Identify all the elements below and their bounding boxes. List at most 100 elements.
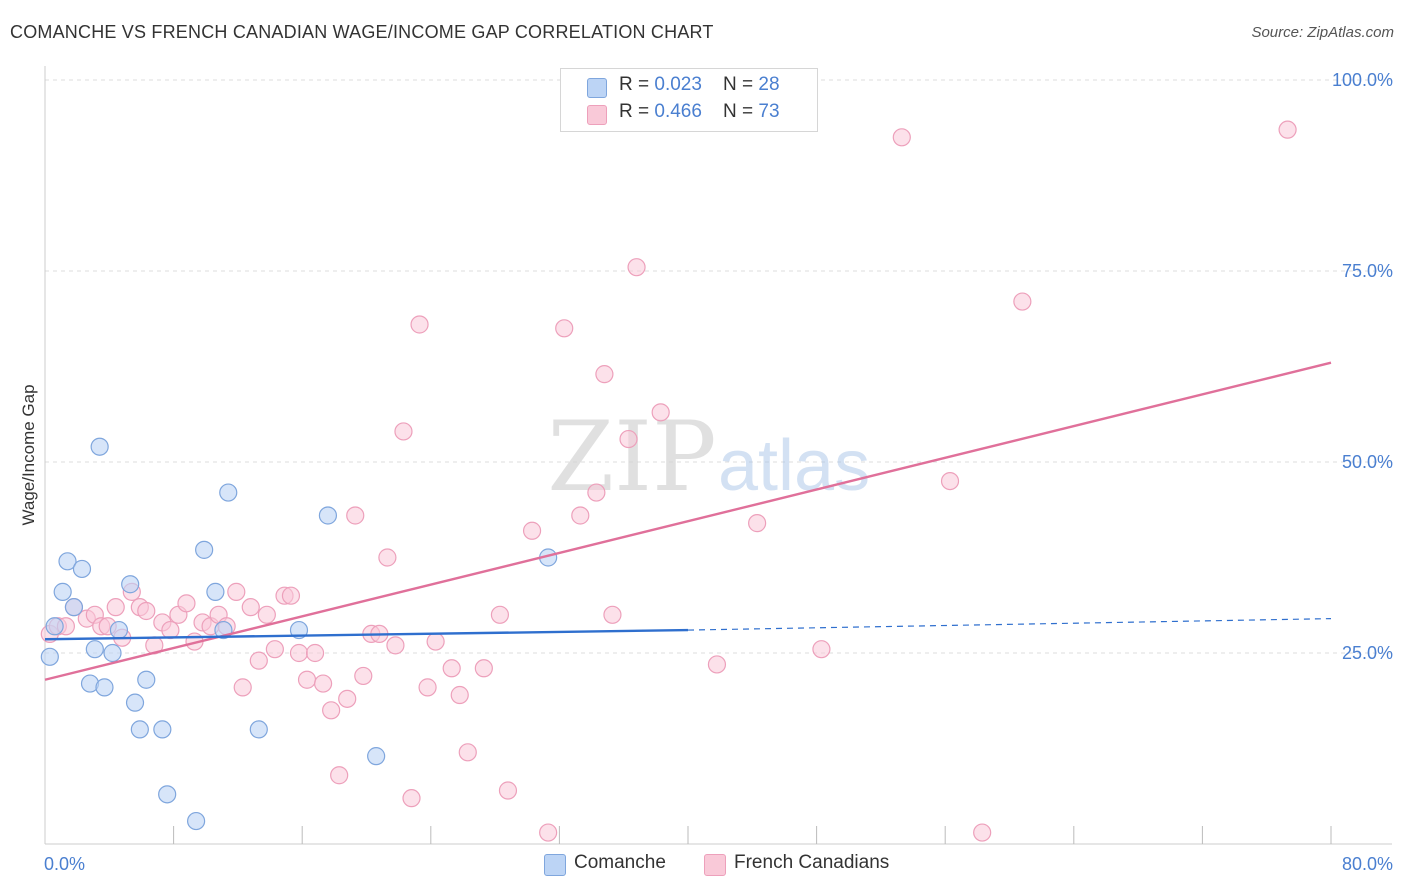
data-point-french-canadians — [587, 483, 606, 502]
data-point-comanche — [109, 620, 129, 640]
data-point-french-canadians — [627, 258, 646, 277]
data-point-french-canadians — [249, 651, 268, 670]
data-point-french-canadians — [289, 643, 309, 663]
data-point-french-canadians — [426, 632, 445, 651]
data-point-french-canadians — [386, 636, 405, 655]
data-point-french-canadians — [402, 789, 421, 808]
data-point-french-canadians — [498, 781, 518, 800]
series-comanche — [40, 437, 558, 831]
data-point-french-canadians — [418, 678, 437, 697]
data-point-comanche — [103, 643, 122, 663]
y-tick-label: 100.0% — [1332, 70, 1393, 90]
data-point-comanche — [219, 483, 238, 502]
data-point-french-canadians — [297, 670, 317, 689]
stat-r-label: R = — [619, 101, 655, 122]
data-point-french-canadians — [338, 689, 357, 708]
legend-label: French Canadians — [734, 852, 890, 873]
data-point-comanche — [153, 720, 172, 739]
comanche-swatch — [587, 78, 607, 98]
data-point-comanche — [367, 747, 386, 766]
data-point-comanche — [289, 620, 309, 640]
data-point-french-canadians — [305, 643, 325, 663]
axes — [44, 66, 1392, 845]
data-point-french-canadians — [812, 640, 831, 659]
data-point-comanche — [95, 678, 114, 697]
x-tick-label: 80.0% — [1342, 854, 1393, 874]
data-point-french-canadians — [748, 514, 767, 533]
data-point-french-canadians — [651, 403, 670, 422]
data-point-comanche — [40, 647, 59, 666]
data-point-french-canadians — [1013, 292, 1032, 311]
data-point-comanche — [187, 811, 206, 831]
data-point-comanche — [85, 640, 104, 659]
data-point-french-canadians — [233, 678, 252, 697]
data-point-french-canadians — [330, 766, 349, 785]
data-point-comanche — [72, 559, 92, 579]
watermark: ZIP atlas — [547, 401, 870, 513]
data-point-french-canadians — [973, 823, 992, 842]
data-point-comanche — [121, 575, 140, 594]
data-point-french-canadians — [410, 315, 429, 334]
data-point-comanche — [45, 617, 64, 636]
data-point-french-canadians — [281, 586, 301, 605]
data-point-french-canadians — [346, 506, 365, 525]
stat-n-label: N = — [723, 101, 759, 122]
data-point-french-canadians — [595, 365, 614, 384]
data-point-french-canadians — [394, 422, 413, 441]
y-tick-label: 75.0% — [1342, 261, 1393, 281]
watermark-atlas: atlas — [718, 426, 870, 506]
data-point-french-canadians — [257, 605, 276, 624]
data-point-french-canadians — [177, 594, 196, 613]
data-point-french-canadians — [241, 598, 260, 617]
trend-line-comanche — [44, 628, 689, 641]
data-point-french-canadians — [106, 598, 125, 617]
grid-lines — [45, 79, 1392, 654]
data-point-french-canadians — [1278, 120, 1297, 139]
data-point-french-canadians — [619, 429, 638, 449]
data-point-french-canadians — [161, 620, 180, 640]
data-point-french-canadians — [539, 823, 558, 842]
data-point-french-canadians — [490, 605, 510, 624]
stat-r-value: 0.023 — [654, 74, 702, 95]
data-point-french-canadians — [265, 640, 284, 659]
stats-box: R = 0.023 N = 28 R = 0.466 N = 73 — [560, 68, 818, 132]
data-point-french-canadians — [227, 582, 246, 601]
data-point-french-canadians — [571, 506, 590, 525]
data-point-french-canadians — [450, 685, 469, 705]
data-point-comanche — [206, 582, 225, 601]
data-point-french-canadians — [555, 319, 574, 338]
comanche-legend-swatch — [544, 854, 566, 876]
data-point-french-canadians — [522, 521, 542, 540]
data-point-comanche — [90, 437, 109, 456]
data-point-comanche — [130, 720, 149, 739]
data-point-comanche — [64, 598, 84, 617]
stat-r-value: 0.466 — [654, 101, 702, 122]
y-tick-label: 50.0% — [1342, 452, 1393, 472]
data-point-comanche — [249, 720, 268, 739]
data-point-comanche — [58, 552, 77, 571]
trend-line-comanche-extension — [687, 618, 1332, 631]
data-point-french-canadians — [137, 601, 156, 621]
data-point-french-canadians — [322, 701, 341, 720]
chart-title: COMANCHE VS FRENCH CANADIAN WAGE/INCOME … — [10, 22, 714, 42]
trend-lines — [44, 361, 1332, 681]
data-point-comanche — [195, 540, 214, 559]
x-tick-label: 0.0% — [44, 854, 85, 874]
french-canadians-swatch — [587, 105, 607, 125]
data-point-french-canadians — [707, 655, 727, 674]
data-point-french-canadians — [892, 128, 911, 147]
data-point-french-canadians — [458, 743, 477, 762]
data-point-french-canadians — [474, 659, 493, 678]
y-axis-label: Wage/Income Gap — [19, 384, 38, 525]
watermark-zip: ZIP — [547, 401, 716, 513]
data-point-comanche — [125, 693, 145, 712]
data-point-comanche — [158, 785, 177, 804]
y-tick-label: 25.0% — [1342, 643, 1393, 663]
data-point-french-canadians — [603, 605, 622, 624]
data-point-french-canadians — [378, 548, 397, 567]
stat-n-value: 28 — [758, 74, 780, 95]
data-point-french-canadians — [354, 666, 373, 686]
data-point-french-canadians — [313, 674, 333, 693]
source-label: Source: ZipAtlas.com — [1251, 24, 1394, 41]
